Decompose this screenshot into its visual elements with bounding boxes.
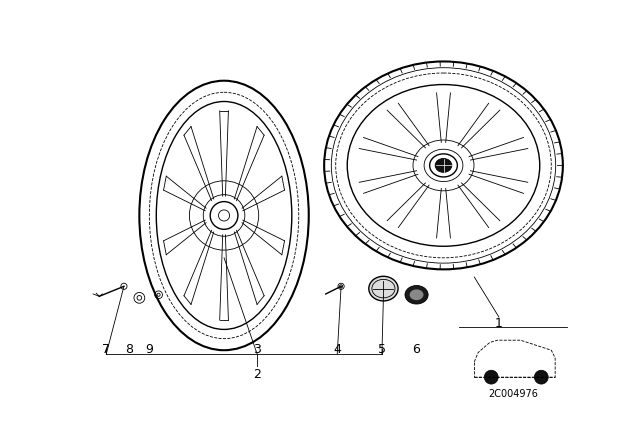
Ellipse shape	[410, 289, 424, 300]
Text: 9: 9	[145, 343, 154, 356]
Text: 8: 8	[125, 343, 133, 356]
Text: 5: 5	[378, 343, 386, 356]
Circle shape	[484, 370, 498, 384]
Text: 2C004976: 2C004976	[488, 389, 538, 399]
Text: 1: 1	[495, 317, 503, 330]
Ellipse shape	[405, 285, 428, 304]
Text: 7: 7	[102, 343, 110, 356]
Text: 2: 2	[253, 368, 261, 381]
Text: 3: 3	[253, 343, 261, 356]
Text: 6: 6	[413, 343, 420, 356]
Ellipse shape	[435, 159, 452, 172]
Ellipse shape	[369, 276, 398, 301]
Text: 4: 4	[333, 343, 341, 356]
Circle shape	[534, 370, 548, 384]
